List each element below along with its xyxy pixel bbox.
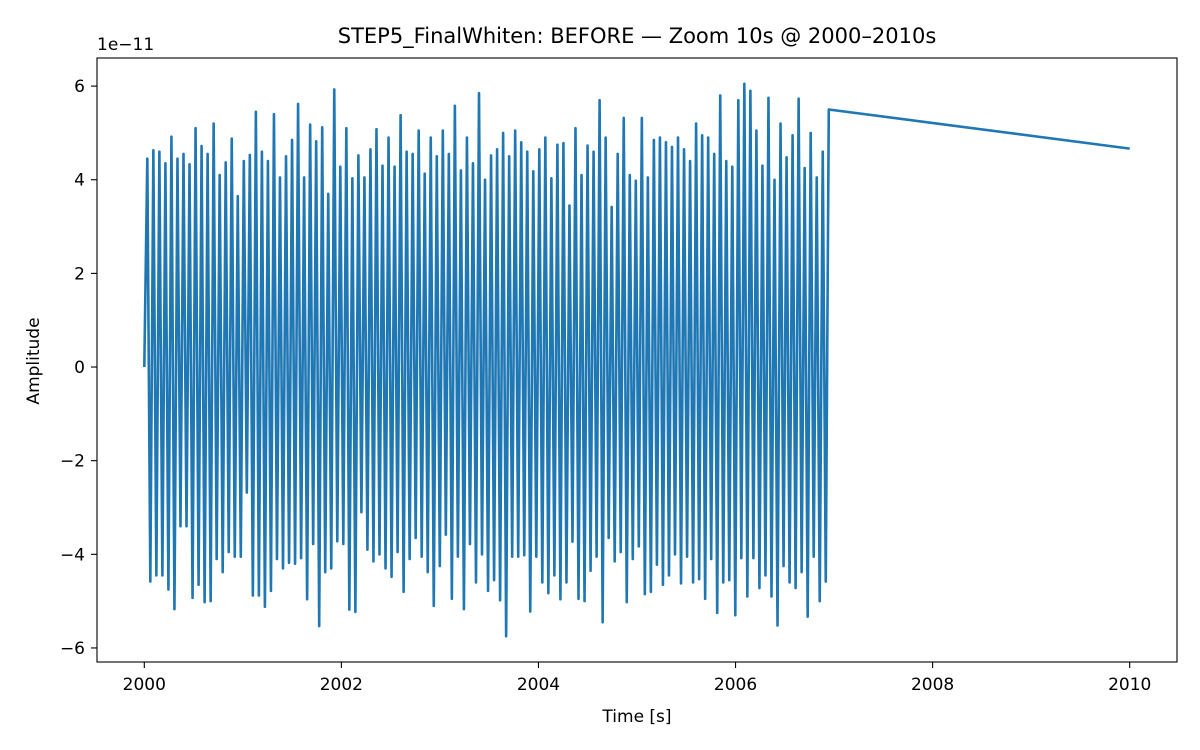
x-axis-label: Time [s]	[601, 707, 671, 727]
y-tick-label: 4	[74, 171, 85, 191]
x-axis-ticks: 2000 2002 2004 2006 2008 2010	[123, 662, 1151, 695]
y-tick-label: −4	[60, 545, 85, 565]
x-tick-label: 2002	[320, 675, 363, 695]
y-tick-label: −2	[60, 452, 85, 472]
x-tick-label: 2006	[714, 675, 757, 695]
plot-area-frame	[96, 57, 1178, 663]
y-axis-offset-label: 1e−11	[97, 35, 154, 55]
y-tick-label: 2	[74, 264, 85, 284]
x-tick-label: 2000	[123, 675, 166, 695]
series-layer	[143, 82, 1130, 638]
x-tick-label: 2010	[1108, 675, 1151, 695]
y-axis-label: Amplitude	[24, 317, 44, 404]
chart-title: STEP5_FinalWhiten: BEFORE — Zoom 10s @ 2…	[338, 24, 937, 49]
y-tick-label: 0	[74, 358, 85, 378]
y-tick-label: −6	[60, 639, 85, 659]
x-tick-label: 2008	[911, 675, 954, 695]
y-tick-label: 6	[74, 77, 85, 97]
x-tick-label: 2004	[517, 675, 560, 695]
series-line	[143, 82, 1130, 638]
y-axis-ticks: −6 −4 −2 0 2 4 6	[60, 77, 97, 659]
